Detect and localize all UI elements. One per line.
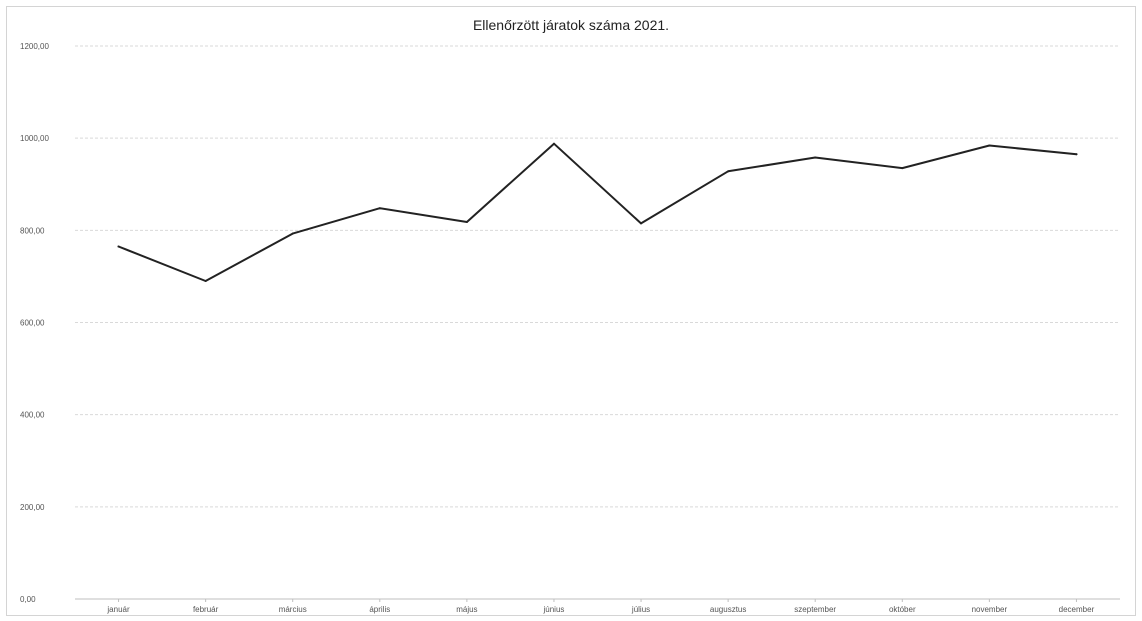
data-point bbox=[117, 245, 120, 248]
y-tick-label: 600,00 bbox=[20, 319, 45, 328]
data-point bbox=[465, 221, 468, 224]
x-tick-label: május bbox=[456, 605, 477, 614]
y-tick-label: 400,00 bbox=[20, 411, 45, 420]
x-tick-label: augusztus bbox=[710, 605, 746, 614]
x-tick-label: január bbox=[106, 605, 130, 614]
data-point bbox=[640, 222, 643, 225]
x-tick-label: június bbox=[543, 605, 565, 614]
y-tick-label: 800,00 bbox=[20, 226, 45, 235]
x-tick-label: március bbox=[279, 605, 307, 614]
x-tick-label: november bbox=[972, 605, 1008, 614]
x-tick-label: február bbox=[193, 605, 219, 614]
series-line bbox=[117, 142, 1078, 282]
data-point bbox=[727, 170, 730, 173]
data-point bbox=[291, 232, 294, 235]
y-tick-label: 1000,00 bbox=[20, 134, 49, 143]
chart-title: Ellenőrzött járatok száma 2021. bbox=[472, 17, 670, 33]
data-point bbox=[1075, 153, 1078, 156]
x-tick-label: szeptember bbox=[794, 605, 836, 614]
data-point bbox=[901, 167, 904, 170]
y-tick-label: 0,00 bbox=[20, 595, 36, 604]
data-point bbox=[378, 207, 381, 210]
data-point bbox=[552, 142, 555, 145]
x-tick-label: április bbox=[369, 605, 390, 614]
x-tick-label: július bbox=[631, 605, 650, 614]
y-tick-label: 200,00 bbox=[20, 503, 45, 512]
data-point bbox=[814, 156, 817, 159]
x-tick-label: október bbox=[889, 605, 916, 614]
data-point bbox=[204, 280, 207, 283]
chart-frame bbox=[6, 6, 1136, 616]
x-tick-label: december bbox=[1059, 605, 1095, 614]
y-tick-label: 1200,00 bbox=[20, 42, 49, 51]
data-point bbox=[988, 144, 991, 147]
